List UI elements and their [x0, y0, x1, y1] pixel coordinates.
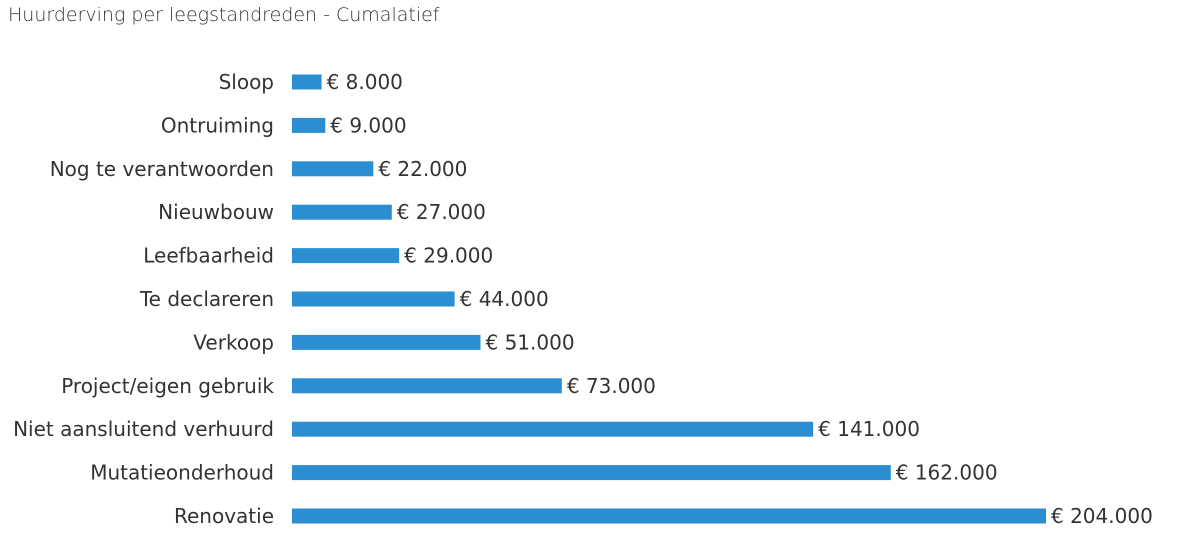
value-label: € 9.000	[330, 113, 406, 137]
category-label: Sloop	[219, 70, 274, 94]
value-label: € 204.000	[1051, 504, 1153, 528]
value-label: € 51.000	[486, 330, 575, 354]
bar	[292, 161, 374, 177]
category-label: Nieuwbouw	[158, 200, 274, 224]
bar	[292, 378, 562, 394]
value-label: € 44.000	[460, 287, 549, 311]
bar	[292, 117, 326, 133]
bar	[292, 465, 891, 481]
category-label: Te declareren	[139, 287, 274, 311]
chart-title: Huurderving per leegstandreden - Cumalat…	[8, 4, 440, 26]
value-label: € 141.000	[818, 417, 920, 441]
category-label: Verkoop	[193, 330, 274, 354]
bar	[292, 421, 814, 437]
value-label: € 8.000	[327, 70, 403, 94]
value-label: € 27.000	[397, 200, 486, 224]
value-label: € 73.000	[567, 374, 656, 398]
category-label: Nog te verantwoorden	[50, 157, 274, 181]
bar	[292, 74, 322, 90]
bar	[292, 248, 400, 264]
bar	[292, 204, 392, 220]
category-label: Renovatie	[174, 504, 274, 528]
value-label: € 162.000	[896, 461, 998, 485]
bar	[292, 291, 455, 307]
category-label: Project/eigen gebruik	[61, 374, 274, 398]
bar	[292, 334, 481, 350]
category-label: Leefbaarheid	[143, 244, 274, 268]
category-label: Ontruiming	[161, 113, 274, 137]
bar	[292, 508, 1046, 524]
value-label: € 22.000	[378, 157, 467, 181]
category-label: Niet aansluitend verhuurd	[13, 417, 274, 441]
category-label: Mutatieonderhoud	[90, 461, 274, 485]
value-label: € 29.000	[404, 244, 493, 268]
